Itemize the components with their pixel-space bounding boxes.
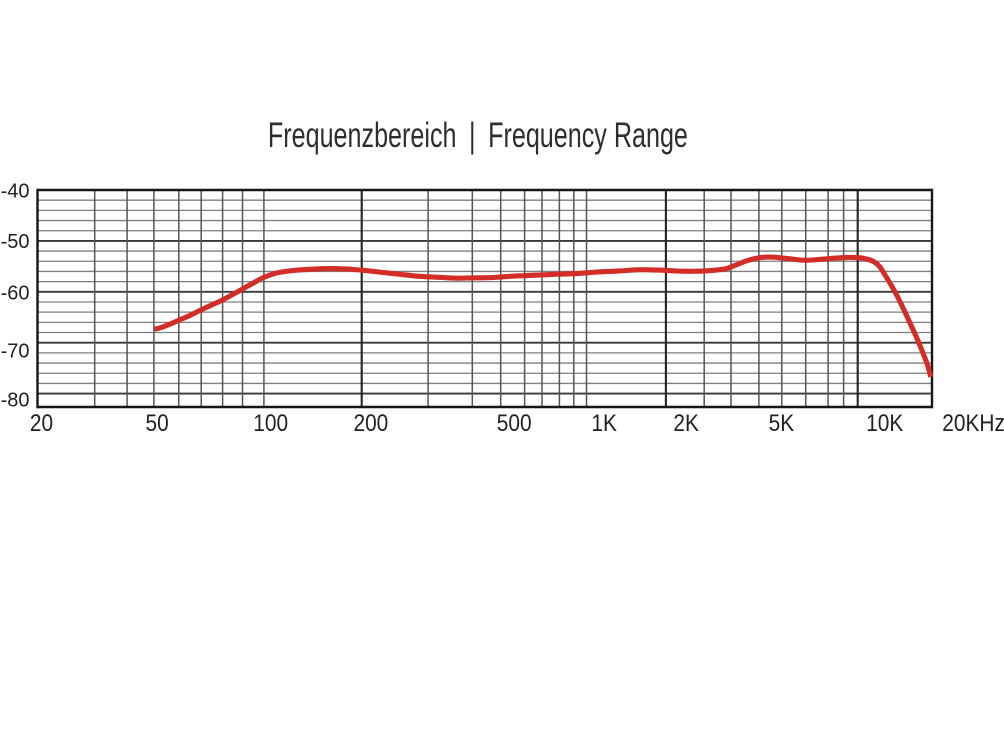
svg-text:200: 200 xyxy=(353,410,388,437)
svg-text:Frequenzbereich | Frequency Ra: Frequenzbereich | Frequency Range xyxy=(268,115,688,155)
svg-text:500: 500 xyxy=(497,410,532,437)
svg-text:1K: 1K xyxy=(591,410,617,437)
svg-text:-40: -40 xyxy=(1,180,30,202)
svg-text:20: 20 xyxy=(30,410,53,437)
svg-text:-60: -60 xyxy=(1,283,30,305)
svg-text:-70: -70 xyxy=(1,341,30,363)
svg-text:-80: -80 xyxy=(1,390,30,412)
svg-text:50: 50 xyxy=(146,410,169,437)
svg-text:20KHz: 20KHz xyxy=(942,410,1004,437)
svg-text:10K: 10K xyxy=(866,410,903,437)
svg-text:2K: 2K xyxy=(673,410,699,437)
svg-text:-50: -50 xyxy=(1,231,30,253)
svg-text:5K: 5K xyxy=(769,410,795,437)
svg-text:100: 100 xyxy=(253,410,288,437)
